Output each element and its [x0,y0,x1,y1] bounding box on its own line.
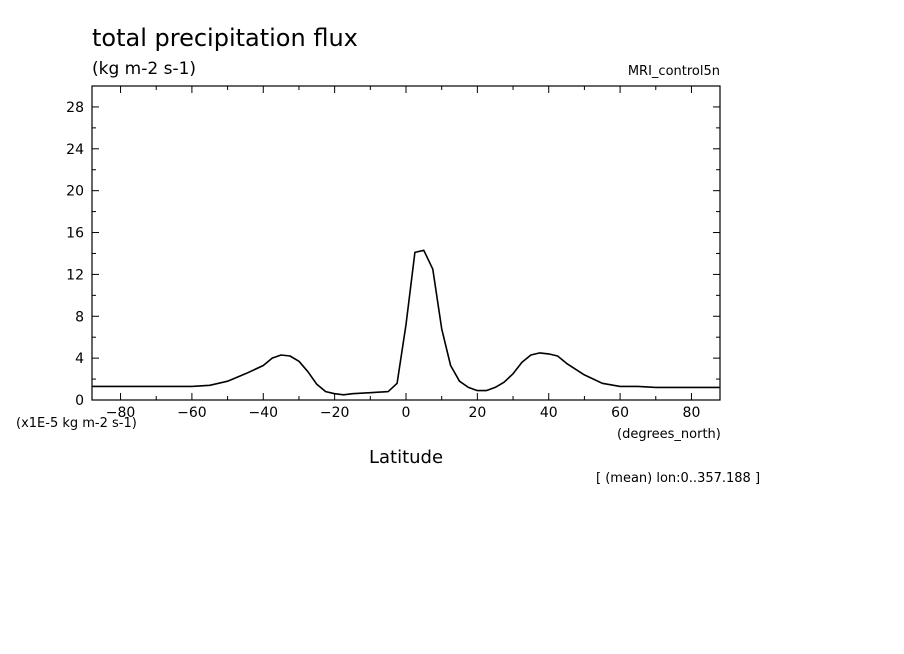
x-tick-label: 80 [683,405,701,421]
x-unit-label: (degrees_north) [617,427,721,442]
plot-axes [91,85,721,401]
y-tick-label: 20 [66,184,84,200]
y-tick-label: 4 [75,351,84,367]
x-tick-label: 40 [540,405,558,421]
dataset-label: MRI_control5n [628,64,720,79]
x-axis-label: Latitude [369,447,443,468]
plot-frame [91,85,721,401]
x-tick-label: 20 [468,405,486,421]
y-tick-label: 12 [66,267,84,283]
x-tick-label: −20 [320,405,350,421]
y-tick-label: 28 [66,100,84,116]
chart-units: (kg m-2 s-1) [92,59,196,79]
y-scale-label: (x1E-5 kg m-2 s-1) [16,416,137,431]
tick-labels: −80 −60 −40 −20 0 20 40 60 80 0 4 8 12 16 20 24 28 [66,100,700,421]
series-line [92,249,720,396]
footnote: [ (mean) lon:0..357.188 ] [596,471,760,486]
y-tick-label: 0 [75,393,84,409]
y-tick-label: 16 [66,226,84,242]
series-group [92,249,720,396]
x-tick-label: 0 [402,405,411,421]
y-tick-label: 24 [66,142,84,158]
axis-ticks [92,85,720,401]
x-tick-label: −40 [248,405,278,421]
x-tick-label: −60 [177,405,207,421]
chart-title: total precipitation flux [92,24,358,52]
x-tick-label: 60 [611,405,629,421]
x-tick-label: −80 [106,405,136,421]
y-tick-label: 8 [75,309,84,325]
